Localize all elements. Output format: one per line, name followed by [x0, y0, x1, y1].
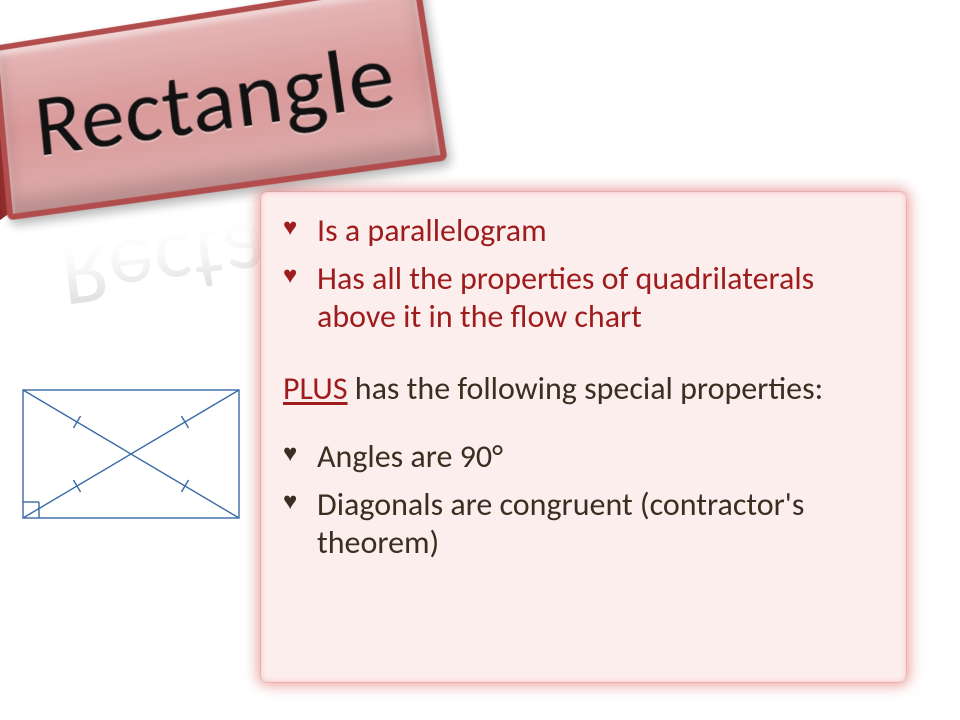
plus-label: PLUS [283, 369, 348, 408]
list-item: Is a parallelogram [283, 212, 888, 250]
title-box: Rectangle [0, 0, 448, 220]
plus-rest: has the following special properties: [348, 369, 824, 408]
bottom-bullet-list: Angles are 90° Diagonals are congruent (c… [283, 438, 888, 561]
list-item: Diagonals are congruent (contractor's th… [283, 486, 888, 562]
list-item: Has all the properties of quadrilaterals… [283, 260, 888, 336]
rectangle-diagram [18, 385, 244, 523]
plus-line: PLUS has the following special propertie… [283, 369, 888, 408]
title-badge: Rectangle [0, 0, 441, 218]
list-item: Angles are 90° [283, 438, 888, 476]
properties-panel: Is a parallelogram Has all the properties… [261, 192, 906, 682]
slide: Rectangle Rectangle Is a parallelogramHa… [0, 0, 960, 720]
title-text: Rectangle [31, 29, 401, 170]
top-bullet-list: Is a parallelogram Has all the properties… [283, 212, 888, 335]
